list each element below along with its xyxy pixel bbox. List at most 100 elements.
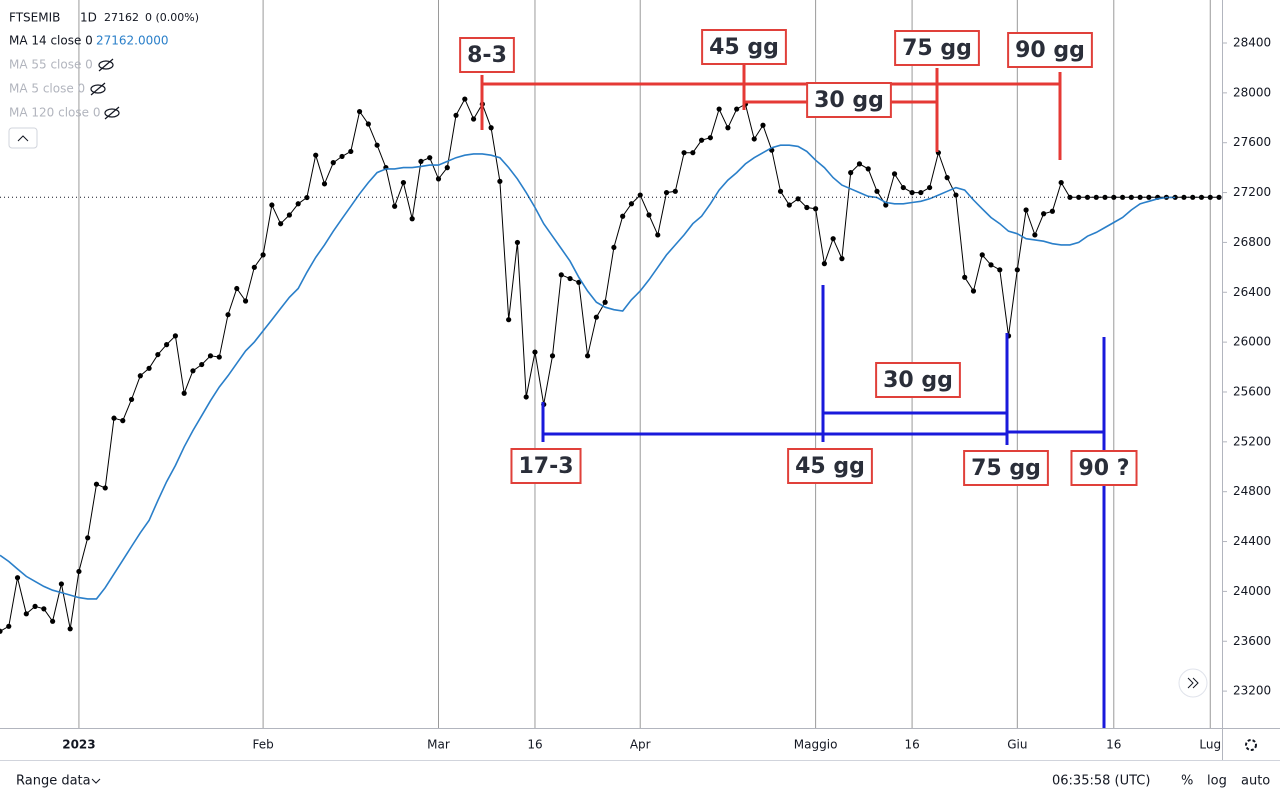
annotation-box — [1070, 450, 1138, 486]
price-point — [304, 194, 310, 201]
price-point — [128, 396, 135, 403]
range-caret — [91, 778, 101, 784]
annotation-label: 45 gg — [709, 35, 779, 60]
price-point — [690, 150, 696, 156]
price-point — [374, 142, 380, 148]
price-point — [953, 192, 959, 198]
price-point — [909, 189, 915, 196]
annotation-box — [806, 82, 892, 118]
x-tick-label: 2023 — [62, 738, 95, 752]
price-point — [1084, 194, 1091, 200]
hidden-study[interactable]: MA 55 close 0 — [9, 58, 93, 72]
price-point — [286, 212, 293, 218]
price-point — [348, 148, 354, 155]
price-point — [1207, 194, 1213, 200]
price-point — [409, 216, 415, 222]
price-point — [23, 611, 29, 617]
price-point — [444, 165, 450, 171]
y-tick-label: 25200 — [1233, 434, 1271, 448]
hidden-study[interactable]: MA 120 close 0 — [9, 106, 100, 120]
price-point — [207, 353, 214, 359]
price-point — [637, 192, 643, 198]
price-point — [584, 353, 591, 359]
price-point — [400, 179, 407, 186]
annotation-box — [963, 450, 1049, 486]
x-tick-label: Apr — [630, 738, 651, 752]
price-point — [663, 189, 670, 196]
interval[interactable]: 1D — [80, 11, 97, 25]
scroll-icon — [1187, 677, 1199, 689]
price-point — [927, 184, 933, 191]
price-point — [1014, 267, 1020, 273]
price-point — [1076, 194, 1082, 200]
price-point — [269, 202, 275, 208]
auto-toggle[interactable]: auto — [1241, 774, 1270, 789]
price-point — [786, 202, 792, 208]
x-tick-label: Feb — [252, 738, 273, 752]
price-point — [725, 125, 731, 131]
price-point — [1111, 194, 1117, 200]
price-point — [1102, 194, 1108, 200]
price-point — [1216, 194, 1222, 200]
price-point — [734, 106, 740, 112]
annotation-label: 45 gg — [795, 454, 865, 479]
price-point — [85, 535, 91, 541]
price-point — [1058, 179, 1064, 186]
price-point — [576, 279, 582, 285]
eye-icons[interactable] — [90, 58, 120, 120]
x-tick-label: 16 — [904, 738, 919, 752]
annotation-box — [510, 448, 582, 484]
price-point — [234, 285, 240, 292]
price-point — [506, 317, 512, 323]
annotation-box — [787, 448, 873, 484]
blue-annotation-lines — [541, 285, 1106, 728]
hidden-study[interactable]: MA 5 close 0 — [9, 82, 85, 96]
price-point — [1041, 211, 1047, 217]
percent-toggle[interactable]: % — [1181, 774, 1193, 789]
price-point — [830, 236, 836, 242]
x-tick-label: Giu — [1007, 738, 1027, 752]
clock: 06:35:58 (UTC) — [1052, 774, 1150, 789]
price-point — [620, 213, 626, 219]
price-point — [751, 136, 757, 142]
price-point — [944, 175, 950, 181]
price-point — [278, 221, 284, 227]
price-point — [707, 135, 713, 141]
price-point — [365, 121, 371, 127]
y-tick-label: 25600 — [1233, 384, 1271, 398]
price-point — [0, 628, 3, 634]
price-point — [41, 606, 47, 612]
price-point — [532, 349, 538, 355]
annotation-box — [894, 30, 980, 66]
price-point — [865, 166, 871, 172]
price-point — [58, 581, 64, 587]
price-point — [435, 176, 442, 182]
price-point — [549, 353, 556, 359]
price-point — [14, 575, 21, 581]
log-toggle[interactable]: log — [1207, 774, 1227, 789]
price-point — [699, 137, 705, 143]
annotation-label: 30 gg — [883, 368, 953, 393]
settings-icon[interactable] — [1245, 739, 1257, 751]
price-point — [900, 184, 906, 191]
price-point — [681, 150, 687, 156]
y-tick-label: 24400 — [1233, 534, 1271, 548]
price-point — [918, 189, 924, 196]
price-point — [181, 390, 187, 396]
price-point — [102, 485, 108, 491]
symbol[interactable]: FTSEMIB — [9, 11, 60, 25]
price-point — [497, 178, 503, 184]
price-point — [216, 354, 222, 360]
collapse-button[interactable] — [8, 127, 38, 149]
x-tick-label: 16 — [527, 738, 542, 752]
y-tick-label: 23600 — [1233, 634, 1271, 648]
price-point — [242, 298, 249, 304]
price-point — [874, 188, 880, 194]
price-point — [883, 202, 889, 208]
range-button[interactable]: Range data — [16, 774, 91, 789]
y-tick-label: 27600 — [1233, 135, 1271, 149]
ma-legend[interactable]: MA 14 close 0 — [9, 34, 93, 48]
red-annotation-lines — [480, 62, 1062, 160]
price-point — [488, 125, 494, 131]
y-tick-label: 24000 — [1233, 584, 1271, 598]
